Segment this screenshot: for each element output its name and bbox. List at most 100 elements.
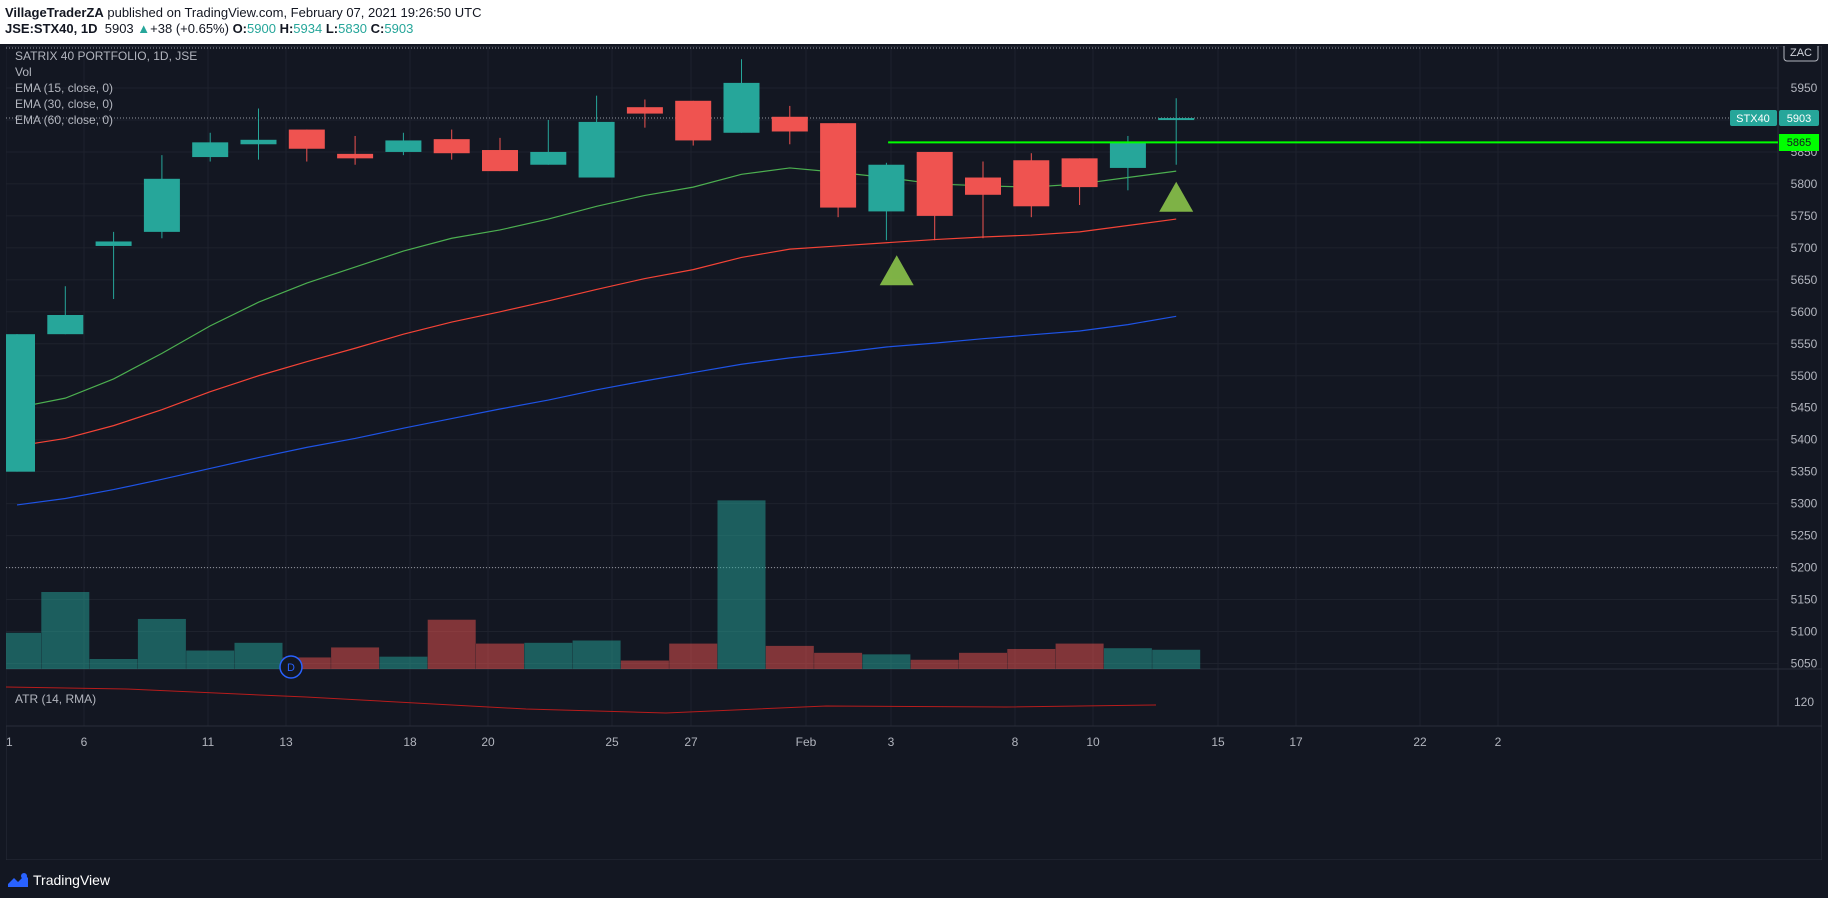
- candle: [530, 119, 567, 165]
- candlestick-chart[interactable]: 5050 5100 5150 5200 5250 5300 5350 5400 5450 5500…: [6, 46, 1822, 860]
- volume-bar: [572, 640, 621, 669]
- candle: [288, 129, 325, 162]
- volume-bar: [524, 642, 573, 669]
- close-value: 5903: [384, 21, 414, 36]
- triangle-up-marker: [879, 255, 914, 286]
- legend: SATRIX 40 PORTFOLIO, 1D, JSE Vol EMA (15…: [15, 49, 197, 706]
- change-arrow-icon: ▲: [137, 21, 151, 36]
- volume-bar: [1007, 648, 1056, 669]
- candle: [385, 132, 422, 156]
- triangle-up-marker: [1159, 181, 1194, 212]
- tradingview-brand[interactable]: TradingView: [33, 872, 111, 888]
- price-tick-label: 5200: [1791, 561, 1818, 575]
- time-tick-label: 15: [1211, 735, 1225, 749]
- volume-bar: [331, 647, 380, 669]
- price-tick-label: 5950: [1791, 81, 1818, 95]
- tradingview-logo-icon[interactable]: [7, 871, 29, 889]
- volume-bar: [862, 654, 911, 669]
- high-value: 5934: [293, 21, 323, 36]
- overlays: [6, 141, 1778, 714]
- candle: [820, 123, 857, 218]
- candle: [1109, 135, 1146, 191]
- atr-tick-label: 120: [1794, 695, 1814, 709]
- author-name[interactable]: VillageTraderZA: [5, 5, 104, 20]
- price-tick-label: 5700: [1791, 241, 1818, 255]
- legend-title: SATRIX 40 PORTFOLIO, 1D, JSE: [15, 49, 197, 63]
- legend-vol[interactable]: Vol: [15, 65, 32, 79]
- candle: [192, 132, 229, 162]
- volume-bar: [765, 645, 814, 669]
- price-tick-label: 5250: [1791, 529, 1818, 543]
- interval-badge[interactable]: D: [279, 655, 303, 679]
- price-tick-label: 5150: [1791, 593, 1818, 607]
- volume-bar: [427, 619, 476, 669]
- candle: [482, 137, 518, 172]
- currency-label: ZAC: [1790, 47, 1812, 59]
- candle: [240, 108, 277, 160]
- candle: [965, 161, 1001, 239]
- volume-bar: [282, 657, 331, 669]
- volume-bar: [234, 642, 283, 669]
- volume-bar: [89, 658, 138, 669]
- volume-bar: [137, 618, 186, 669]
- candle: [1013, 153, 1050, 218]
- time-tick-label: 18: [403, 735, 417, 749]
- volume-bar: [910, 659, 959, 669]
- time-tick-label: 3: [888, 735, 895, 749]
- hline-price-value: 5865: [1787, 137, 1811, 149]
- time-tick-label: 22: [1413, 735, 1427, 749]
- price-tick-label: 5550: [1791, 337, 1818, 351]
- candle: [723, 59, 760, 133]
- axes: 5050 5100 5150 5200 5250 5300 5350 5400 5450 5500…: [6, 81, 1818, 749]
- price-tick-label: 5800: [1791, 177, 1818, 191]
- price-tick-label: 5450: [1791, 401, 1818, 415]
- volume-bar: [6, 632, 41, 669]
- candle: [916, 151, 953, 241]
- price-tick-label: 5350: [1791, 465, 1818, 479]
- volume-bar: [186, 650, 235, 669]
- time-tick-label: 11: [202, 735, 215, 749]
- legend-ema60[interactable]: EMA (60, close, 0): [15, 113, 113, 127]
- legend-atr[interactable]: ATR (14, RMA): [15, 692, 96, 706]
- atr-line: [6, 686, 1157, 714]
- atr-axis: 120: [1794, 695, 1814, 709]
- volume-bar: [1055, 643, 1104, 669]
- candle: [143, 155, 180, 239]
- legend-ema15[interactable]: EMA (15, close, 0): [15, 81, 113, 95]
- volume-bar: [1103, 648, 1152, 669]
- volume-bar: [669, 643, 718, 669]
- candle: [47, 286, 84, 335]
- price-tick-label: 5300: [1791, 497, 1818, 511]
- volume-bars: [6, 500, 1201, 669]
- time-tick-label: 27: [684, 735, 698, 749]
- time-tick-label: 13: [279, 735, 293, 749]
- candle: [95, 231, 132, 300]
- candle: [337, 135, 374, 165]
- price-tick-label: 5050: [1791, 657, 1818, 671]
- volume-bar: [379, 656, 428, 669]
- price-label-tag: STX40 5903: [1730, 110, 1819, 126]
- price-tick-label: 5100: [1791, 625, 1818, 639]
- high-label: H:: [279, 21, 294, 36]
- currency-badge[interactable]: ZAC: [1783, 46, 1819, 62]
- symbol-line: JSE:STX40, 1D 5903 ▲+38 (+0.65%) O:5900 …: [5, 21, 413, 36]
- volume-bar: [1152, 649, 1201, 669]
- price-tick-label: 5650: [1791, 273, 1818, 287]
- svg-text:D: D: [287, 662, 295, 674]
- time-tick-label: 2: [1495, 735, 1502, 749]
- volume-bar: [41, 592, 90, 669]
- price-tick-label: 5400: [1791, 433, 1818, 447]
- price-tick-label: 5750: [1791, 209, 1818, 223]
- candle: [578, 95, 615, 178]
- volume-bar: [959, 652, 1007, 669]
- candle: [6, 334, 35, 472]
- time-tick-label: 8: [1012, 735, 1019, 749]
- time-tick-label: 21: [6, 735, 13, 749]
- volume-bar: [476, 643, 524, 669]
- price-tag-symbol: STX40: [1736, 113, 1770, 125]
- legend-ema30[interactable]: EMA (30, close, 0): [15, 97, 113, 111]
- publish-line: VillageTraderZA published on TradingView…: [5, 5, 481, 20]
- footer-bar: TradingView: [0, 863, 1828, 898]
- candle: [433, 129, 470, 160]
- time-tick-label: 25: [605, 735, 619, 749]
